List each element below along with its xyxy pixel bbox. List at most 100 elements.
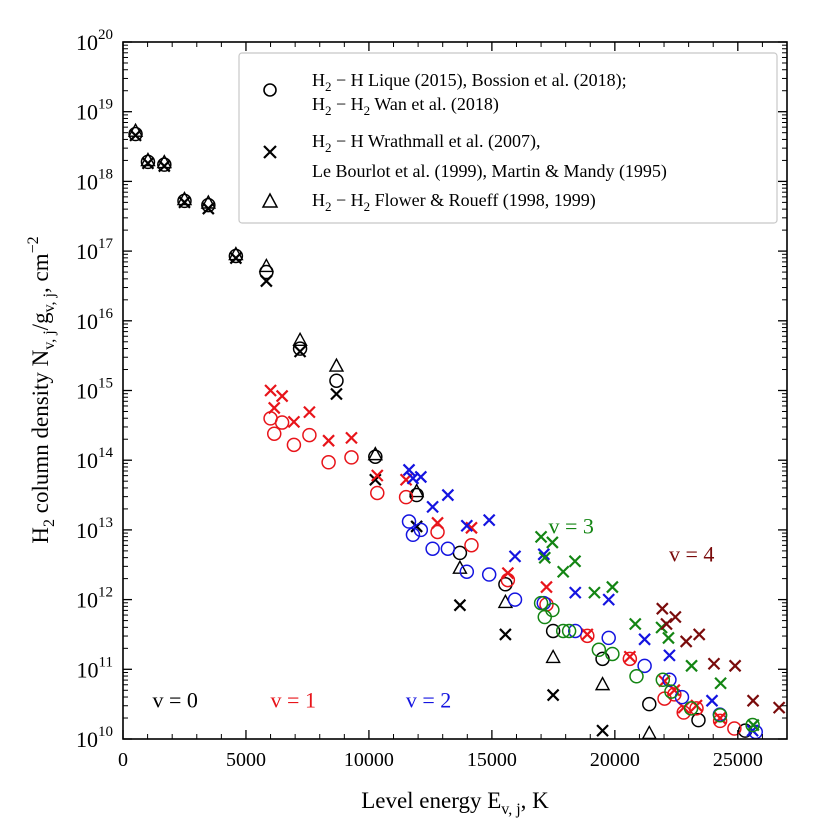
legend-triangle-line1: H2 − H2 Flower & Roueff (1998, 1999) bbox=[312, 190, 596, 214]
data-point-circle bbox=[370, 485, 385, 501]
data-point-cross bbox=[453, 598, 467, 612]
tick-labels-layer: 0 5000 10000 15000 20000 25000 1010 1011 1012 101… bbox=[76, 27, 763, 771]
data-point-circle bbox=[459, 564, 475, 579]
annotations-layer: v = 0 v = 1 v = 2 v = 3 v = 4 bbox=[153, 513, 715, 712]
data-point-cross bbox=[546, 688, 560, 702]
data-point-cross bbox=[546, 536, 559, 549]
data-point-cross bbox=[287, 415, 301, 429]
data-point-cross bbox=[540, 580, 553, 594]
data-point-cross bbox=[426, 500, 439, 514]
data-point-circle bbox=[662, 672, 677, 688]
data-point-cross bbox=[714, 676, 727, 690]
data-point-circle bbox=[201, 197, 216, 213]
x-tick-label: 0 bbox=[118, 749, 128, 771]
data-point-cross bbox=[538, 551, 552, 565]
y-tick-label: 1012 bbox=[76, 585, 113, 613]
legend-entry-circle: H2 − H Lique (2015), Bossion et al. (201… bbox=[263, 70, 627, 118]
data-point-circle bbox=[128, 126, 143, 142]
data-point-cross bbox=[499, 628, 512, 641]
data-point-triangle bbox=[228, 246, 244, 261]
y-tick-label: 1019 bbox=[76, 97, 113, 125]
data-point-cross bbox=[772, 701, 786, 714]
data-point-circle bbox=[629, 669, 644, 684]
y-tick-label: 1011 bbox=[77, 654, 113, 682]
data-point-circle bbox=[405, 527, 421, 543]
data-point-cross bbox=[662, 631, 675, 645]
data-point-circle bbox=[440, 541, 456, 556]
y-tick-label: 1016 bbox=[76, 306, 114, 334]
data-point-cross bbox=[656, 602, 669, 615]
data-point-triangle bbox=[594, 676, 611, 691]
data-point-circle bbox=[555, 623, 571, 639]
y-tick-label: 1015 bbox=[76, 376, 113, 404]
legend: H2 − H Lique (2015), Bossion et al. (201… bbox=[238, 52, 778, 224]
data-point-cross bbox=[628, 617, 642, 631]
data-point-circle bbox=[691, 712, 706, 728]
data-point-cross bbox=[264, 384, 277, 397]
data-point-circle bbox=[745, 717, 760, 733]
data-point-circle bbox=[561, 623, 577, 639]
data-point-triangle bbox=[140, 152, 156, 167]
data-point-circle bbox=[622, 651, 638, 667]
data-point-circle bbox=[507, 592, 523, 607]
data-point-circle bbox=[177, 193, 192, 209]
data-point-circle bbox=[321, 455, 336, 470]
x-tick-label: 20000 bbox=[590, 749, 640, 771]
data-point-cross bbox=[460, 519, 474, 532]
data-point-cross bbox=[482, 513, 496, 527]
legend-entry-triangle: H2 − H2 Flower & Roueff (1998, 1999) bbox=[261, 190, 596, 214]
data-point-cross bbox=[431, 516, 444, 530]
data-point-cross bbox=[746, 694, 760, 707]
data-point-circle bbox=[228, 248, 244, 264]
data-point-circle bbox=[286, 437, 302, 453]
data-point-circle bbox=[676, 705, 691, 720]
data-point-triangle bbox=[328, 357, 345, 372]
y-tick-label: 1017 bbox=[76, 236, 114, 264]
data-point-triangle bbox=[367, 446, 383, 461]
data-point-cross bbox=[534, 530, 548, 544]
y-tick-label: 1018 bbox=[76, 166, 113, 194]
data-point-cross bbox=[568, 554, 582, 568]
data-point-cross bbox=[293, 345, 307, 358]
data-point-circle bbox=[605, 646, 620, 662]
data-point-cross bbox=[663, 649, 676, 662]
legend-cross-line2: Le Bourlot et al. (1999), Martin & Mandy… bbox=[312, 161, 667, 182]
data-point-cross bbox=[371, 469, 384, 482]
data-point-triangle bbox=[156, 154, 172, 169]
data-point-cross bbox=[402, 463, 416, 477]
data-point-cross bbox=[602, 593, 615, 606]
data-point-circle bbox=[481, 567, 497, 582]
data-point-cross bbox=[669, 610, 682, 624]
data-point-circle bbox=[601, 630, 616, 646]
data-point-cross bbox=[414, 470, 428, 484]
legend-circle-line2: H2 − H2 Wan et al. (2018) bbox=[312, 94, 499, 118]
data-point-circle bbox=[464, 537, 479, 553]
data-point-cross bbox=[747, 718, 760, 732]
data-point-cross bbox=[692, 628, 706, 641]
data-point-triangle bbox=[545, 648, 561, 664]
data-point-circle bbox=[344, 450, 359, 465]
data-point-circle bbox=[140, 154, 156, 170]
data-point-circle bbox=[642, 696, 657, 712]
data-point-circle bbox=[425, 541, 440, 556]
data-point-circle bbox=[689, 701, 704, 716]
data-point-cross bbox=[260, 274, 273, 288]
data-point-circle bbox=[533, 595, 549, 611]
x-axis-label: Level energy Ev, j, K bbox=[361, 788, 549, 818]
legend-box bbox=[238, 52, 778, 224]
data-point-triangle bbox=[408, 483, 425, 498]
data-point-cross bbox=[275, 389, 289, 403]
y-tick-label: 1010 bbox=[76, 724, 113, 752]
y-axis-label: H2 column density Nv, j/gv, j, cm−2 bbox=[25, 236, 58, 543]
vibrational-level-label: v = 4 bbox=[669, 541, 714, 566]
data-point-cross bbox=[705, 694, 719, 707]
data-point-circle bbox=[368, 449, 383, 464]
data-point-cross bbox=[537, 548, 551, 561]
data-point-cross bbox=[707, 657, 721, 671]
vibrational-level-label: v = 0 bbox=[153, 688, 198, 713]
vibrational-level-label: v = 2 bbox=[406, 688, 451, 713]
data-point-cross bbox=[588, 586, 601, 599]
data-point-circle bbox=[302, 427, 317, 443]
data-point-cross bbox=[623, 650, 637, 664]
